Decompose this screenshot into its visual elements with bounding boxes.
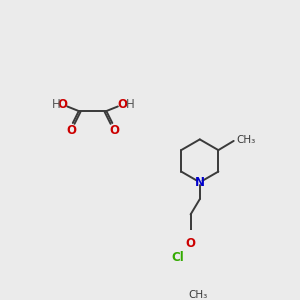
Text: O: O (58, 98, 68, 111)
Text: CH₃: CH₃ (188, 290, 208, 300)
Text: O: O (186, 237, 196, 250)
Text: N: N (195, 176, 205, 189)
Text: O: O (109, 124, 119, 137)
Text: O: O (117, 98, 128, 111)
Text: H: H (51, 98, 60, 111)
Text: H: H (126, 98, 134, 111)
Text: O: O (66, 124, 76, 137)
Text: CH₃: CH₃ (237, 135, 256, 145)
Text: Cl: Cl (171, 251, 184, 264)
